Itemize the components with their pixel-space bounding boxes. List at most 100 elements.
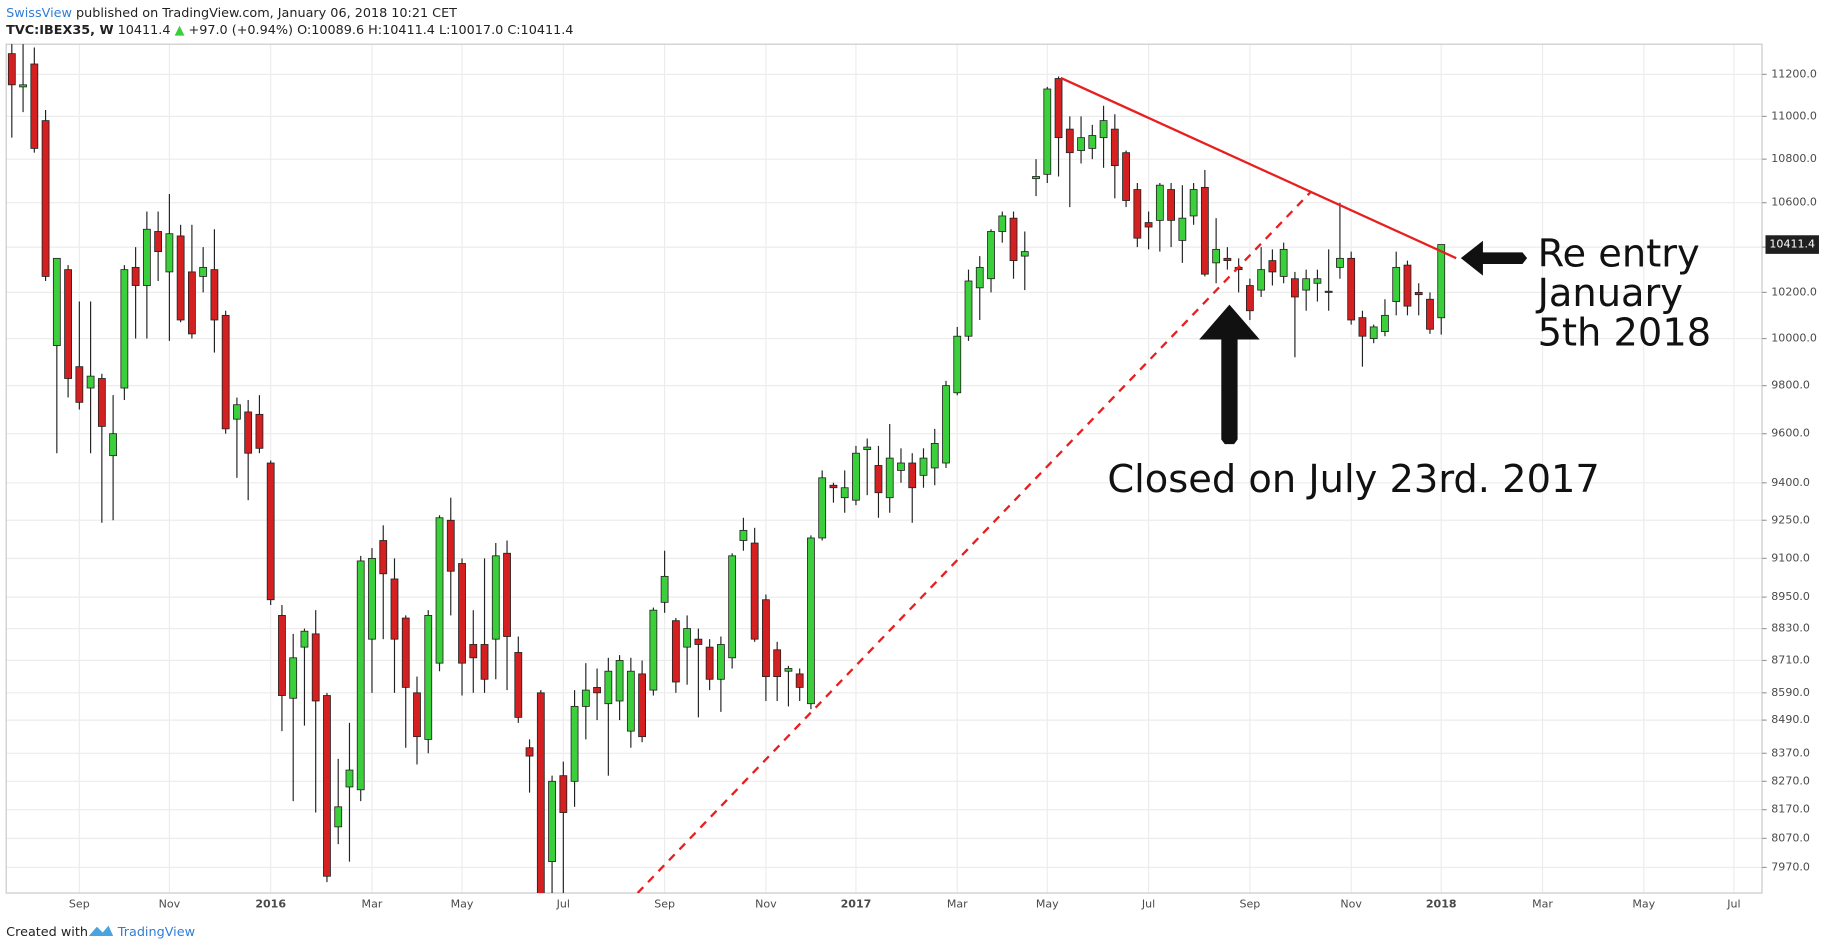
candle-body [559,775,568,813]
candle-body [19,84,27,88]
candle-body [1020,251,1029,257]
candle-body [863,446,872,450]
y-tick-label: 8370.0 [1771,746,1810,759]
candle-body [469,644,478,659]
candle-body [401,617,410,688]
resistance-trendline [1060,76,1457,260]
candle-body [1212,248,1221,264]
candle-body [154,231,163,253]
annotation: Closed on July 23rd. 2017 [1107,457,1599,502]
support-trendline [636,191,1312,894]
candle-body [885,457,894,499]
candle-body [1223,257,1232,262]
candle-body [942,385,950,464]
x-tick-label: Nov [1340,898,1362,911]
axes: 11200.011000.010800.010600.010400.010200… [69,67,1819,911]
candle-body [52,257,61,346]
candle-body [1437,244,1446,319]
candle-body [829,484,838,489]
y-tick-label: 9100.0 [1771,551,1810,564]
candle-body [86,375,95,389]
y-tick-label: 7970.0 [1771,860,1810,873]
candle-body [536,692,545,894]
y-tick-label: 8490.0 [1771,713,1810,726]
candle-body [356,560,365,791]
header-line: SwissView published on TradingView.com, … [6,5,457,20]
candle-body [874,465,883,494]
candle-body [1313,278,1322,284]
candle-body [1336,257,1344,268]
candle-body [458,563,466,664]
change: +97.0 (+0.94%) [188,23,293,38]
candle-body [1268,260,1277,273]
candle-body [188,271,196,335]
candle-body [570,706,579,782]
tradingview-logo[interactable] [88,925,114,937]
candle-body [1291,278,1299,298]
candle-body [660,575,669,603]
x-tick-label: Nov [159,898,181,911]
candle-body [987,231,995,280]
plot-border [5,43,1763,894]
candle-body [964,280,973,337]
candle-body [390,578,399,640]
candle-body [1043,88,1052,175]
candle-body [908,462,917,489]
candle-body [75,366,84,403]
candle-body [311,633,320,702]
candle-body [953,335,962,394]
candle-body [233,404,241,420]
x-tick-label: Mar [947,898,968,911]
candle-body [975,266,984,289]
candle-body [626,670,635,732]
x-tick-label: Sep [69,898,90,911]
author[interactable]: SwissView [6,5,72,20]
candle-body [1189,189,1198,217]
candle-body [750,542,759,640]
footer-brand[interactable]: TradingView [117,925,195,940]
y-tick-label: 8070.0 [1771,831,1810,844]
direction: ▲ [175,23,185,38]
candle-body [120,269,129,389]
candle-body [97,378,106,427]
candle-body [379,540,388,575]
candle-body [818,477,827,539]
left-arrow [1460,240,1528,276]
candle-body [795,673,804,688]
symbol: TVC:IBEX35, W [6,23,113,38]
candle-body [255,413,264,449]
candle-body [784,668,793,672]
last-price-label: 10411.4 [1769,238,1815,251]
candle-body [525,747,534,757]
candle-body [323,695,331,877]
candle-body [1369,326,1378,339]
last-price-box [1765,235,1819,254]
candle-body [64,269,72,379]
candle-body [1110,128,1119,167]
x-tick-label: Sep [654,898,675,911]
candle-body [1088,135,1097,149]
footer-text: Created with [6,925,88,940]
ohlc: O:10089.6 H:10411.4 L:10017.0 C:10411.4 [297,23,573,38]
y-tick-label: 9600.0 [1771,427,1810,440]
x-tick-label: Sep [1239,898,1260,911]
candle-body [1155,184,1164,221]
y-tick-label: 8170.0 [1771,803,1810,816]
candle-body [345,769,354,788]
candle-body [30,63,39,149]
candle-body [1381,314,1389,332]
candle-body [1054,78,1063,139]
x-tick-label: 2016 [255,898,286,911]
candle-body [41,120,50,277]
candle-body [694,638,703,645]
candle-body [1009,217,1018,262]
y-tick-label: 8590.0 [1771,686,1810,699]
symbol-line: TVC:IBEX35, W 10411.4 ▲ +97.0 (+0.94%) O… [6,23,573,38]
candle-body [503,552,511,637]
candle-body [919,457,928,476]
candle-body [930,443,939,469]
candle-body [176,235,185,321]
candle-body [199,266,208,277]
candle-body [368,557,376,640]
